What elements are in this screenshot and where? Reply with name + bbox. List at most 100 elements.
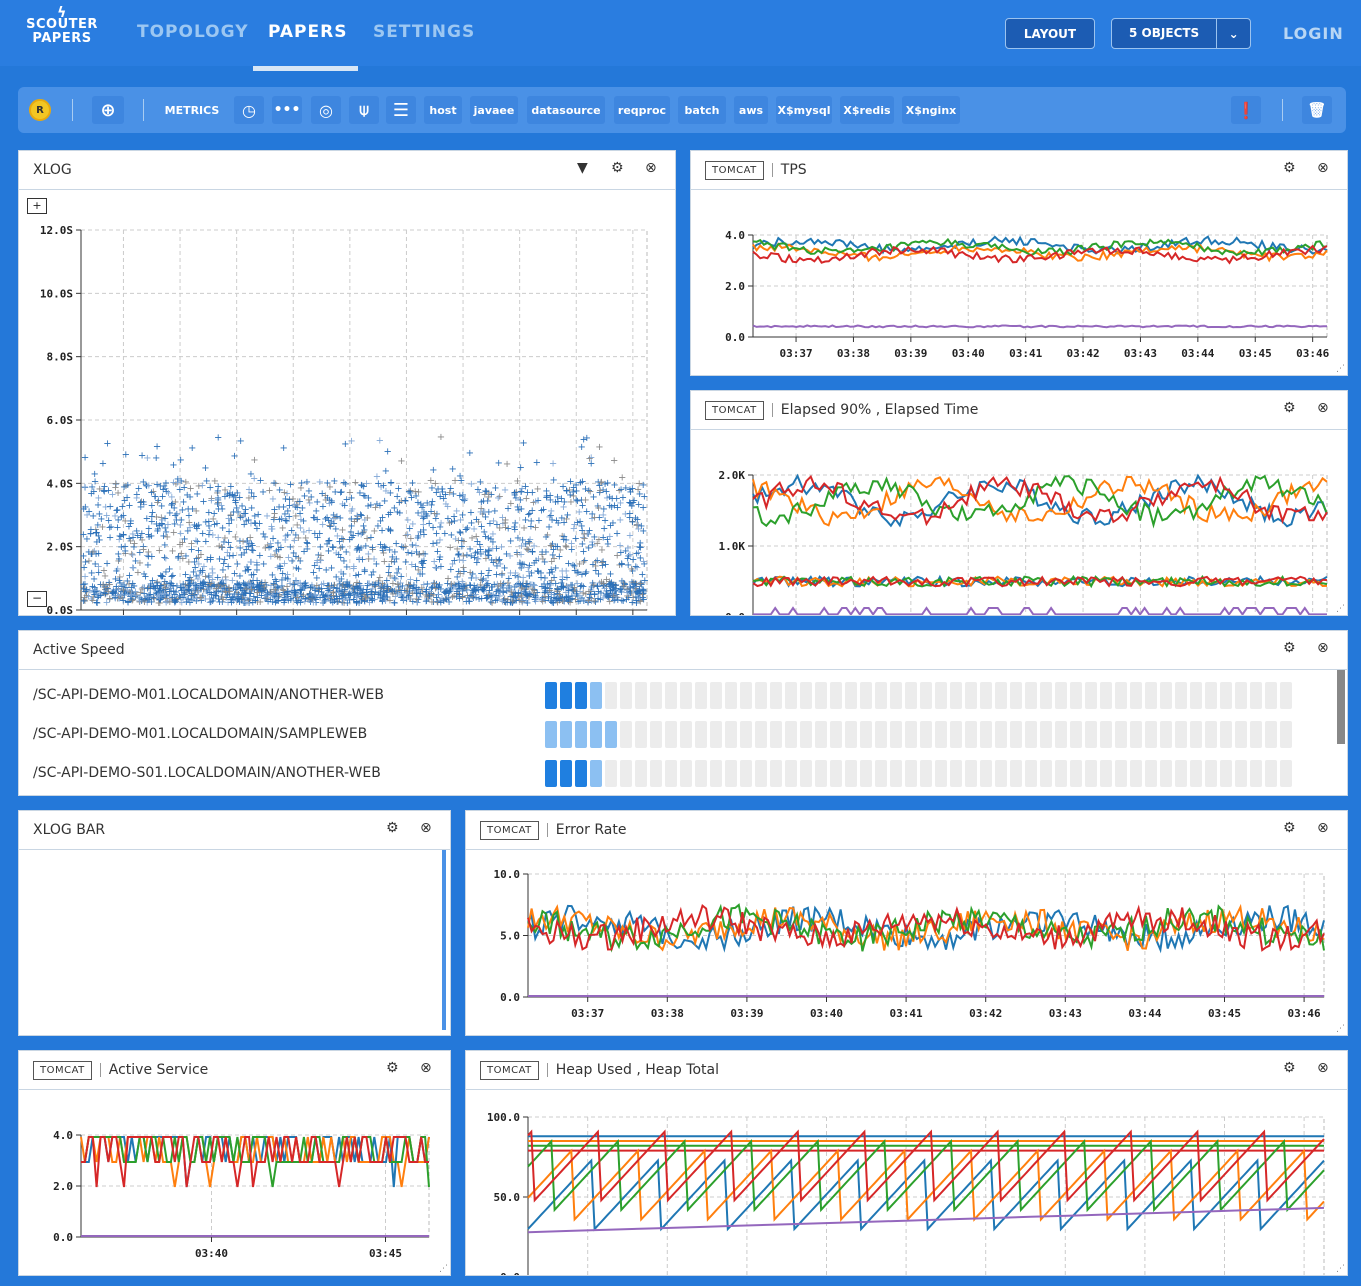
zoom-out-button[interactable]: −: [27, 591, 47, 607]
active-service-line-chart[interactable]: 4.02.00.003:40 03:45: [19, 1090, 450, 1275]
xlog-point: +: [534, 495, 542, 506]
speed-segment: [980, 682, 992, 709]
xlog-point: +: [123, 586, 131, 597]
tree-icon[interactable]: ⍦: [349, 96, 379, 124]
more-icon[interactable]: •••: [272, 96, 302, 124]
xlog-point: +: [106, 579, 114, 590]
gear-icon[interactable]: ⚙: [611, 160, 624, 176]
xlog-point: +: [104, 486, 112, 497]
alert-icon[interactable]: ❗: [1231, 96, 1261, 124]
xlog-body[interactable]: + − 12.0S10.0S8.0S6.0S4.0S2.0S0.0S03:370…: [19, 190, 675, 615]
error-rate-panel: TOMCAT Error Rate ⚙ ⊗ 10.0 5.0 0.0 03:37 03:…: [465, 810, 1348, 1036]
close-icon[interactable]: ⊗: [420, 1060, 432, 1076]
xlog-point: +: [214, 580, 222, 591]
close-icon[interactable]: ⊗: [1317, 820, 1329, 836]
layout-button[interactable]: LAYOUT: [1005, 18, 1095, 49]
close-icon[interactable]: ⊗: [1317, 640, 1329, 656]
filter-icon[interactable]: ▼: [577, 160, 588, 176]
xlog-point: +: [352, 581, 360, 592]
xlog-point: +: [542, 582, 550, 593]
close-icon[interactable]: ⊗: [420, 820, 432, 836]
speed-segment: [545, 721, 557, 748]
speed-segment: [1280, 721, 1292, 748]
filter-redis[interactable]: X$redis: [840, 96, 894, 124]
xlog-point: +: [367, 587, 375, 598]
avatar[interactable]: R: [29, 99, 51, 121]
xlog-point: +: [214, 486, 222, 497]
xlog-point: +: [167, 586, 175, 597]
tps-line-chart[interactable]: 4.02.00.003:37 03:38 03:39 03:40 03:41 03:42 0…: [691, 190, 1347, 375]
chevron-down-icon[interactable]: ⌄: [1228, 26, 1239, 41]
resize-handle[interactable]: ⋰: [1336, 1264, 1345, 1274]
filter-datasource[interactable]: datasource: [527, 96, 605, 124]
objects-button[interactable]: 5 OBJECTS ⌄: [1111, 18, 1251, 49]
close-icon[interactable]: ⊗: [1317, 160, 1329, 176]
close-icon[interactable]: ⊗: [1317, 400, 1329, 416]
nav-topology[interactable]: TOPOLOGY: [137, 22, 249, 42]
add-icon[interactable]: ⊕: [92, 96, 124, 124]
xlog-point: +: [625, 497, 633, 508]
app-logo[interactable]: ϟ SCOUTER PAPERS: [22, 6, 102, 46]
trash-icon[interactable]: 🗑: [1302, 96, 1332, 124]
xlog-point: +: [526, 509, 534, 520]
xlog-point: +: [118, 581, 126, 592]
xlog-scatter-chart[interactable]: 12.0S10.0S8.0S6.0S4.0S2.0S0.0S03:3703:38…: [19, 190, 675, 615]
xlog-point: +: [229, 583, 237, 594]
xlog-point: +: [188, 590, 196, 601]
filter-reqproc[interactable]: reqproc: [614, 96, 670, 124]
filter-batch[interactable]: batch: [678, 96, 726, 124]
xlog-point: +: [256, 587, 264, 598]
clock-icon[interactable]: ◷: [234, 96, 264, 124]
resize-handle[interactable]: ⋰: [1336, 1024, 1345, 1034]
target-icon[interactable]: ◎: [311, 96, 341, 124]
xlog-point: +: [549, 550, 557, 561]
xlog-point: +: [189, 567, 197, 578]
gear-icon[interactable]: ⚙: [1283, 820, 1296, 836]
zoom-in-button[interactable]: +: [27, 198, 47, 214]
gear-icon[interactable]: ⚙: [1283, 640, 1296, 656]
filter-mysql[interactable]: X$mysql: [776, 96, 832, 124]
gear-icon[interactable]: ⚙: [1283, 1060, 1296, 1076]
xlog-point: +: [545, 583, 553, 594]
gear-icon[interactable]: ⚙: [1283, 400, 1296, 416]
filter-host[interactable]: host: [424, 96, 462, 124]
panel-header: TOMCAT Error Rate ⚙ ⊗: [466, 811, 1347, 850]
xlog-point: +: [218, 542, 226, 553]
resize-handle[interactable]: ⋰: [1336, 604, 1345, 614]
xlog-point: +: [287, 588, 295, 599]
gear-icon[interactable]: ⚙: [386, 1060, 399, 1076]
login-link[interactable]: LOGIN: [1283, 24, 1344, 43]
filter-javaee[interactable]: javaee: [470, 96, 518, 124]
close-icon[interactable]: ⊗: [645, 160, 657, 176]
scrollbar[interactable]: [1337, 670, 1345, 744]
plot-area-border: [527, 1116, 1325, 1275]
nav-settings[interactable]: SETTINGS: [373, 22, 476, 42]
elapsed-line-chart[interactable]: 2.0K1.0K0.003:3703:3803:3903:4003:4103:4…: [691, 430, 1347, 615]
xlog-point: +: [640, 492, 648, 503]
xlog-point: +: [354, 590, 362, 601]
xlog-point: +: [226, 586, 234, 597]
gear-icon[interactable]: ⚙: [386, 820, 399, 836]
xlog-point: +: [352, 593, 360, 604]
scrollbar[interactable]: [442, 850, 446, 1030]
xlog-point: +: [606, 585, 614, 596]
resize-handle[interactable]: ⋰: [1336, 364, 1345, 374]
xlog-point: +: [267, 542, 275, 553]
xlog-point: +: [279, 585, 287, 596]
resize-handle[interactable]: ⋰: [439, 1264, 448, 1274]
nav-papers[interactable]: PAPERS: [268, 22, 348, 42]
xlog-point: +: [147, 531, 155, 542]
error-rate-line-chart[interactable]: 10.05.00.003:37 03:38 03:39 03:40 03:41 03:42…: [466, 850, 1347, 1035]
filter-nginx[interactable]: X$nginx: [902, 96, 960, 124]
heap-line-chart[interactable]: 100.050.00.003:3703:3803:3903:4003:4103:…: [466, 1090, 1347, 1275]
xlog-point: +: [605, 591, 613, 602]
xlog-point: +: [330, 580, 338, 591]
filter-aws[interactable]: aws: [734, 96, 768, 124]
xlog-point: +: [472, 592, 480, 603]
xlog-point: +: [402, 531, 410, 542]
close-icon[interactable]: ⊗: [1317, 1060, 1329, 1076]
menu-icon[interactable]: ☰: [386, 96, 416, 124]
xlog-point: +: [256, 550, 264, 561]
xlog-point: +: [206, 588, 214, 599]
gear-icon[interactable]: ⚙: [1283, 160, 1296, 176]
